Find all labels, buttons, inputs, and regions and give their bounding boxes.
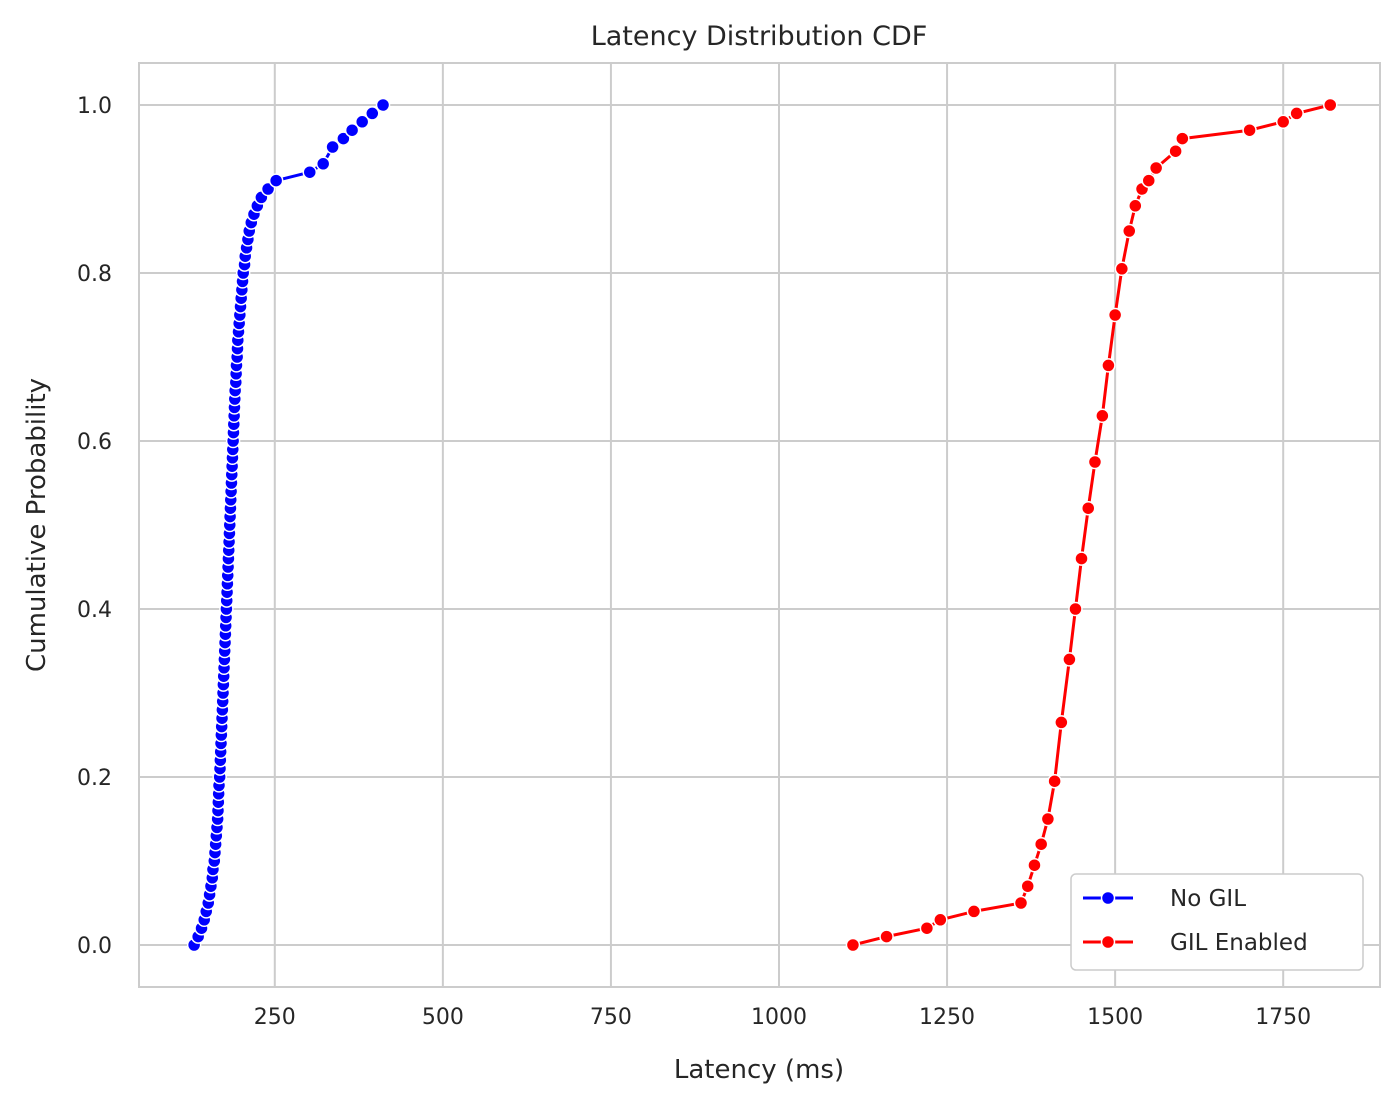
data-point-gil-enabled [1013,895,1029,911]
y-tick-label: 0.0 [77,934,112,959]
data-point-gil-enabled [1168,143,1183,159]
legend-marker-gil-enabled [1100,934,1116,950]
data-point-gil-enabled [1128,198,1143,214]
data-point-no-gil [268,173,284,188]
data-point-no-gil [325,139,340,155]
data-point-gil-enabled [933,912,948,928]
x-axis-label: Latency (ms) [674,1055,844,1085]
data-point-no-gil [354,114,370,130]
y-axis-label: Cumulative Probability [22,378,52,672]
data-point-gil-enabled [1114,261,1130,277]
data-point-no-gil [344,122,360,138]
data-point-gil-enabled [1175,131,1190,146]
legend-label-gil-enabled: GIL Enabled [1170,930,1308,956]
data-point-gil-enabled [879,929,894,944]
series-layer [186,97,1338,953]
x-tick-label: 500 [422,1005,464,1030]
x-tick-label: 1250 [919,1005,975,1030]
data-point-gil-enabled [1068,601,1083,617]
data-point-no-gil [302,164,318,180]
y-tick-label: 0.8 [77,262,112,287]
data-point-gil-enabled [1095,408,1110,424]
tick-labels: 250 500 750 1000 1250 1500 1750 0.0 0.2 0.4 0.6 0.8… [77,94,1311,1030]
data-point-gil-enabled [1148,160,1164,176]
chart-title: Latency Distribution CDF [591,21,928,52]
legend-label-no-gil: No GIL [1170,886,1246,912]
series-no-gil [186,97,391,953]
data-point-gil-enabled [1027,857,1042,873]
data-point-gil-enabled [1289,106,1304,121]
grid-lines [139,63,1380,987]
data-point-gil-enabled [845,937,861,953]
y-tick-label: 0.2 [77,766,112,791]
legend: No GIL GIL Enabled [1070,873,1364,971]
data-point-gil-enabled [919,920,935,936]
data-point-gil-enabled [966,904,982,919]
data-point-gil-enabled [1074,551,1089,566]
data-point-gil-enabled [1047,773,1062,789]
data-point-gil-enabled [1122,223,1137,239]
x-tick-label: 750 [590,1005,632,1030]
data-point-gil-enabled [1323,97,1338,113]
data-point-gil-enabled [1087,454,1103,470]
data-point-gil-enabled [1040,811,1056,827]
x-tick-label: 1500 [1087,1005,1143,1030]
data-point-gil-enabled [1242,122,1257,138]
data-point-gil-enabled [1275,114,1291,130]
data-point-gil-enabled [1020,878,1035,894]
y-tick-label: 0.4 [77,598,112,623]
x-tick-label: 250 [254,1005,296,1030]
plot-area [138,62,1381,988]
legend-marker-no-gil [1100,890,1116,906]
data-point-gil-enabled [1033,836,1049,852]
legend-box [1070,873,1364,971]
x-tick-label: 1000 [751,1005,807,1030]
data-point-gil-enabled [1080,500,1096,516]
data-point-no-gil [336,131,351,146]
data-point-gil-enabled [1101,358,1116,373]
data-point-no-gil [315,156,331,172]
y-tick-label: 0.6 [77,430,112,455]
data-point-gil-enabled [1062,652,1077,667]
data-point-no-gil [375,97,391,113]
data-point-gil-enabled [1141,173,1156,188]
series-gil-enabled [845,97,1338,953]
y-tick-label: 1.0 [77,94,112,119]
data-point-no-gil [365,106,380,121]
data-point-gil-enabled [1054,715,1069,730]
data-point-gil-enabled [1107,307,1123,323]
x-tick-label: 1750 [1255,1005,1311,1030]
